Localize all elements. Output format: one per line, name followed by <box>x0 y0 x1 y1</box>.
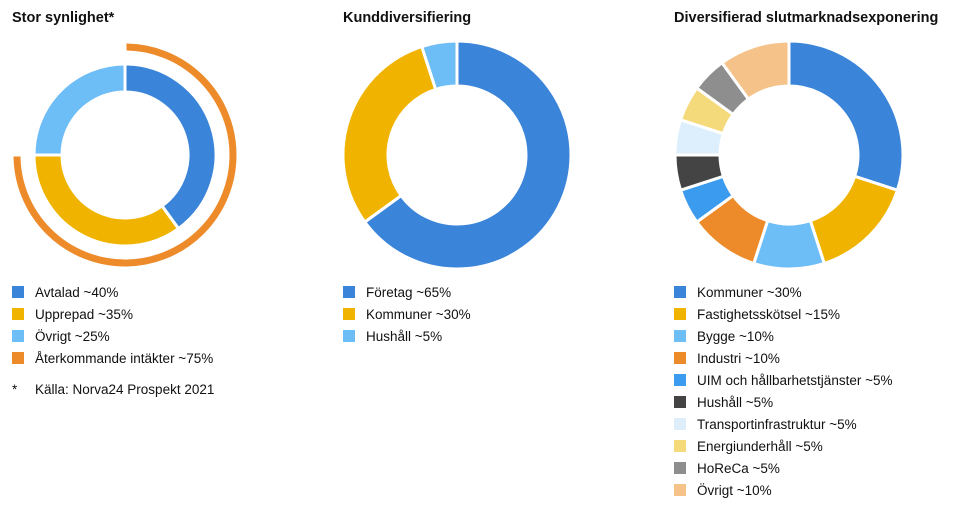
source-footnote: * Källa: Norva24 Prospekt 2021 <box>12 382 214 397</box>
legend-label: Företag ~65% <box>366 284 452 300</box>
legend-item: Industri ~10% <box>674 347 892 369</box>
donut-slice <box>362 39 573 271</box>
legend-item: Återkommande intäkter ~75% <box>12 347 213 369</box>
legend-item: Kommuner ~30% <box>674 281 892 303</box>
legend-item: Företag ~65% <box>343 281 471 303</box>
legend: Företag ~65% Kommuner ~30% Hushåll ~5% <box>343 281 471 347</box>
legend-swatch <box>343 330 355 342</box>
legend-swatch <box>674 462 686 474</box>
legend-swatch <box>674 484 686 496</box>
legend-swatch <box>343 308 355 320</box>
legend-item: HoReCa ~5% <box>674 457 892 479</box>
legend-label: Hushåll ~5% <box>697 394 774 410</box>
donut-chart-kunddiversifiering <box>341 39 573 271</box>
legend-item: Bygge ~10% <box>674 325 892 347</box>
legend-swatch <box>12 352 24 364</box>
legend-label: Upprepad ~35% <box>35 306 133 322</box>
legend-item: Hushåll ~5% <box>674 391 892 413</box>
legend-label: Övrigt ~10% <box>697 482 772 498</box>
legend-item: Fastighetsskötsel ~15% <box>674 303 892 325</box>
legend-swatch <box>674 418 686 430</box>
legend-swatch <box>674 396 686 408</box>
legend-item: UIM och hållbarhetstjänster ~5% <box>674 369 892 391</box>
legend-swatch <box>343 286 355 298</box>
donut-slice <box>719 39 791 102</box>
legend-label: Avtalad ~40% <box>35 284 119 300</box>
chart-title: Diversifierad slutmarknadsexponering <box>674 10 939 26</box>
legend-item: Kommuner ~30% <box>343 303 471 325</box>
donut-slice <box>10 40 240 270</box>
chart-title: Stor synlighet* <box>12 10 115 26</box>
footnote-text: Källa: Norva24 Prospekt 2021 <box>35 382 215 397</box>
donut-slice <box>808 174 900 266</box>
legend-label: Hushåll ~5% <box>366 328 443 344</box>
legend-swatch <box>674 330 686 342</box>
legend-item: Transportinfrastruktur ~5% <box>674 413 892 435</box>
legend-item: Hushåll ~5% <box>343 325 471 347</box>
legend-item: Övrigt ~25% <box>12 325 213 347</box>
donut-slice <box>32 153 181 248</box>
legend-swatch <box>674 286 686 298</box>
legend-swatch <box>12 308 24 320</box>
legend-label: Återkommande intäkter ~75% <box>35 350 214 366</box>
legend-item: Avtalad ~40% <box>12 281 213 303</box>
legend-swatch <box>674 440 686 452</box>
legend-item: Övrigt ~10% <box>674 479 892 501</box>
donut-chart-slutmarknadsexponering <box>673 39 905 271</box>
donut-slice <box>123 62 218 231</box>
donut-slice <box>32 62 127 157</box>
legend-label: Kommuner ~30% <box>366 306 471 322</box>
chart-title: Kunddiversifiering <box>343 10 472 26</box>
donut-slice <box>341 44 438 225</box>
donut-slice <box>787 39 905 193</box>
legend-label: HoReCa ~5% <box>697 460 780 476</box>
footnote-marker: * <box>12 382 18 397</box>
legend-label: Kommuner ~30% <box>697 284 802 300</box>
legend-swatch <box>12 286 24 298</box>
legend-item: Energiunderhåll ~5% <box>674 435 892 457</box>
legend-swatch <box>12 330 24 342</box>
legend-label: UIM och hållbarhetstjänster ~5% <box>697 372 893 388</box>
legend-swatch <box>674 374 686 386</box>
legend-swatch <box>674 352 686 364</box>
donut-slice <box>419 39 459 92</box>
legend-label: Bygge ~10% <box>697 328 774 344</box>
legend: Kommuner ~30% Fastighetsskötsel ~15% Byg… <box>674 281 892 501</box>
legend-swatch <box>674 308 686 320</box>
legend-label: Fastighetsskötsel ~15% <box>697 306 840 322</box>
legend: Avtalad ~40% Upprepad ~35% Övrigt ~25% Å… <box>12 281 213 369</box>
legend-item: Upprepad ~35% <box>12 303 213 325</box>
donut-chart-stor-synlighet <box>10 40 240 270</box>
legend-label: Energiunderhåll ~5% <box>697 438 823 454</box>
legend-label: Övrigt ~25% <box>35 328 110 344</box>
legend-label: Industri ~10% <box>697 350 780 366</box>
legend-label: Transportinfrastruktur ~5% <box>697 416 857 432</box>
